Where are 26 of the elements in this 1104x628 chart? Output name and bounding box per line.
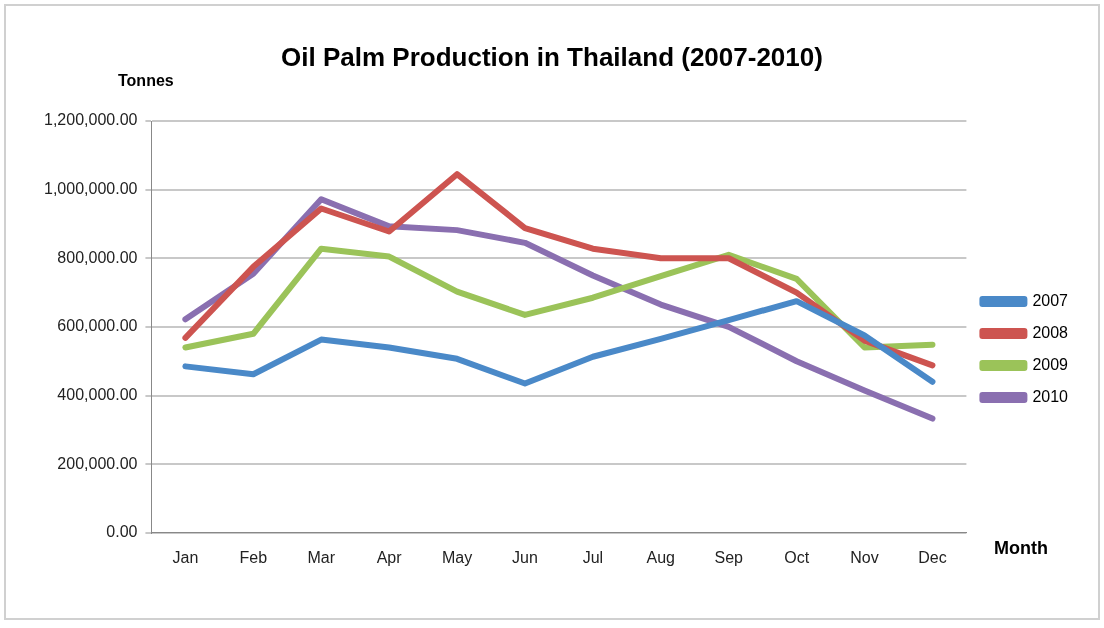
x-tick-label: Nov <box>850 548 879 566</box>
y-tick-label: 0.00 <box>106 523 138 541</box>
legend-label: 2007 <box>1032 291 1069 309</box>
y-tick-label: 1,200,000.00 <box>44 111 138 129</box>
chart-title: Oil Palm Production in Thailand (2007-2010) <box>280 42 824 73</box>
y-tick-label: 200,000.00 <box>57 454 138 472</box>
x-tick-label: Aug <box>646 548 676 566</box>
y-tick-label: 400,000.00 <box>57 385 138 403</box>
y-tick-label: 800,000.00 <box>57 248 138 266</box>
legend-label: 2009 <box>1032 355 1069 373</box>
x-tick-label: Dec <box>918 548 947 566</box>
x-tick-label: Oct <box>784 548 810 566</box>
y-tick-label: 600,000.00 <box>57 317 138 335</box>
x-axis-title: Month <box>994 538 1048 559</box>
x-tick-label: Jul <box>582 548 604 566</box>
x-tick-label: Sep <box>714 548 744 566</box>
legend-label: 2010 <box>1032 387 1069 405</box>
x-tick-label: May <box>441 548 473 566</box>
y-axis-title: Tonnes <box>118 72 174 90</box>
y-tick-label: 1,000,000.00 <box>44 180 138 198</box>
x-tick-label: Mar <box>307 548 336 566</box>
x-tick-label: Jan <box>172 548 199 566</box>
x-tick-label: Apr <box>376 548 403 566</box>
legend-label: 2008 <box>1032 323 1069 341</box>
x-tick-label: Jun <box>512 548 538 566</box>
x-tick-label: Feb <box>239 548 268 566</box>
